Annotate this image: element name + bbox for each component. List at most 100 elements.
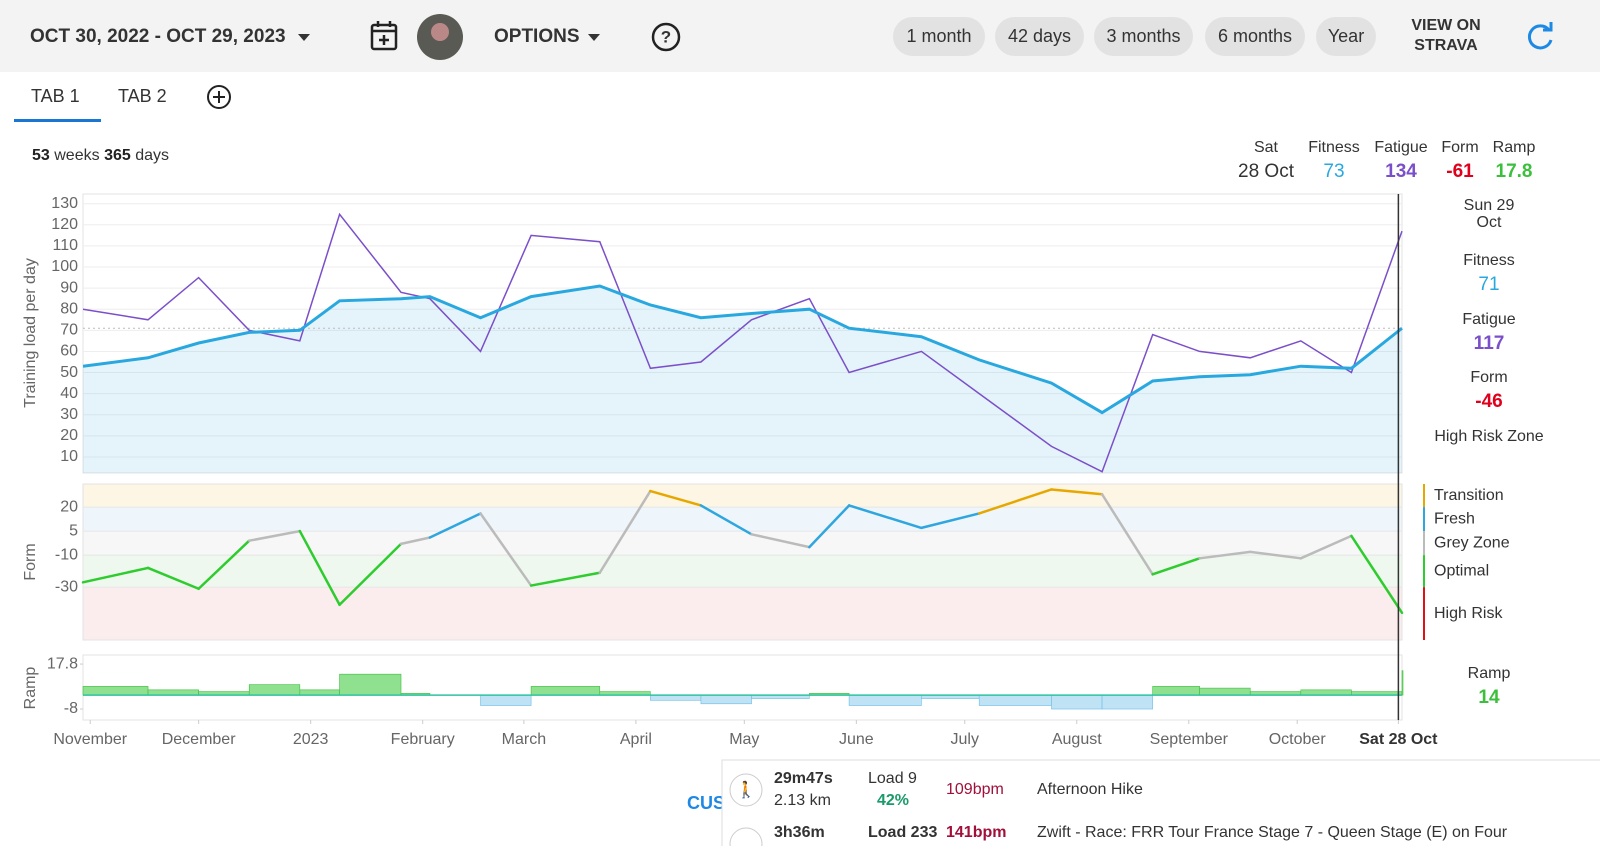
zone-legend-label[interactable]: Fresh <box>1434 510 1475 527</box>
ramp-bar <box>1101 694 1153 710</box>
form-segment <box>529 571 602 587</box>
preset-chip[interactable] <box>1316 17 1376 56</box>
ramp-bar <box>1152 686 1200 696</box>
preset-label[interactable]: 42 days <box>1008 26 1071 46</box>
y-tick-label: 110 <box>52 237 78 254</box>
y-tick-label: 100 <box>51 258 78 275</box>
fatigue-line <box>82 212 1403 473</box>
y-tick-label: 70 <box>60 322 78 339</box>
preset-label[interactable]: 6 months <box>1218 26 1292 46</box>
duration[interactable]: 29m47s <box>774 770 833 787</box>
form-segment <box>399 536 432 546</box>
refresh-arrow <box>1543 22 1553 32</box>
dropdown-arrow[interactable] <box>588 34 600 41</box>
x-tick-label: September <box>1150 731 1229 748</box>
ramp-bar <box>299 689 340 696</box>
fitness-area <box>83 286 1402 473</box>
side-label: Form <box>1470 369 1507 386</box>
ramp-bar <box>650 694 702 701</box>
help-icon[interactable] <box>651 22 681 52</box>
zone-band <box>83 484 1402 508</box>
weeks: 53 <box>32 147 50 164</box>
ramp-bar <box>530 686 601 696</box>
x-tick-label: July <box>951 731 979 748</box>
tab[interactable]: TAB 2 <box>118 86 167 106</box>
readout-fatigue: 134 <box>1385 161 1417 182</box>
y-tick-label: 10 <box>60 448 78 465</box>
view-on-strava[interactable]: STRAVA <box>1414 37 1478 54</box>
form-segment <box>920 512 981 530</box>
readout: Sat 28 Oct Fitness 73 Fatigue 134 Form -… <box>1238 139 1535 182</box>
x-tick-label: August <box>1052 731 1102 748</box>
form-segment <box>808 504 851 549</box>
weeks-label: weeks <box>53 147 99 164</box>
side-label: Fatigue <box>1462 311 1515 328</box>
ramp-bar <box>147 689 199 696</box>
tab[interactable]: TAB 1 <box>31 86 80 106</box>
form-segment <box>146 566 200 590</box>
side-label: Fitness <box>1463 252 1515 269</box>
readout-label: Ramp <box>1493 139 1536 156</box>
calendar-icon[interactable] <box>370 21 398 51</box>
avatar-face <box>431 23 449 41</box>
preset-label[interactable]: Year <box>1328 26 1364 46</box>
refresh-icon[interactable] <box>1527 24 1553 50</box>
preset-label[interactable]: 1 month <box>906 26 971 46</box>
y-tick-label: 5 <box>69 522 78 539</box>
form-segment <box>338 542 403 607</box>
side-fatigue: 117 <box>1474 333 1505 354</box>
y-tick-label: 40 <box>60 385 78 402</box>
zone-legend-label[interactable]: High Risk <box>1434 605 1503 622</box>
y-tick-label: -8 <box>64 700 78 717</box>
date-range[interactable]: OCT 30, 2022 - OCT 29, 2023 <box>30 26 286 47</box>
tab-underline <box>14 119 101 122</box>
fitness-line <box>82 284 1403 415</box>
readout-date: 28 Oct <box>1238 161 1295 182</box>
options-menu[interactable]: OPTIONS <box>494 26 580 47</box>
preset-chip[interactable] <box>995 17 1084 56</box>
view-on-strava[interactable]: VIEW ON <box>1411 17 1480 34</box>
side-fitness: 71 <box>1478 274 1499 295</box>
form-segment <box>298 529 341 607</box>
side-day: Sun 29 <box>1464 197 1515 214</box>
readout-label: Fitness <box>1308 139 1360 156</box>
y-tick-label: 30 <box>60 406 78 423</box>
y-tick-label: 17.8 <box>47 655 78 672</box>
preset-label[interactable]: 3 months <box>1106 26 1180 46</box>
x-tick-label: May <box>729 731 759 748</box>
y-tick-label: -30 <box>55 578 78 595</box>
add-tab[interactable] <box>207 85 231 109</box>
zone-legend-label[interactable]: Grey Zone <box>1434 534 1510 551</box>
form-segment <box>479 512 533 587</box>
preset-chip[interactable] <box>1094 17 1193 56</box>
zone-legend-label[interactable]: Optimal <box>1434 562 1489 579</box>
y-tick-label: 60 <box>60 343 78 360</box>
zone-legend-bar <box>1423 531 1425 556</box>
form-segment <box>598 489 652 574</box>
days: 365 <box>104 147 131 164</box>
x-tick-label: February <box>391 731 455 748</box>
preset-chip[interactable] <box>1205 17 1305 56</box>
x-tick-label: 2023 <box>293 731 329 748</box>
y-tick-label: 80 <box>60 300 78 317</box>
dropdown-arrow[interactable] <box>298 34 310 41</box>
y-tick-label: 130 <box>51 195 78 212</box>
activity-card: 🚶 29m47s 2.13 km Load 9 42% 109bpm After… <box>721 759 1600 861</box>
activity-name[interactable]: Zwift - Race: FRR Tour France Stage 7 - … <box>1037 824 1508 841</box>
x-tick-label: June <box>839 731 874 748</box>
activity-name[interactable]: Afternoon Hike <box>1037 781 1143 798</box>
ramp-bar <box>1199 687 1251 696</box>
preset-chip[interactable] <box>893 17 985 56</box>
readout-label: Form <box>1441 139 1478 156</box>
side-panel: Sun 29 Oct Fitness 71 Fatigue 117 Form -… <box>1434 197 1543 708</box>
zone-legend-label[interactable]: Transition <box>1434 487 1504 504</box>
form-segment <box>699 504 753 536</box>
y-tick-label: 20 <box>60 427 78 444</box>
help-glyph: ? <box>661 27 671 46</box>
duration[interactable]: 3h36m <box>774 824 825 841</box>
zone-band <box>83 587 1402 640</box>
y-axis-label: Training load per day <box>22 258 39 408</box>
load: Load 9 <box>868 770 917 787</box>
plot-frame <box>82 483 1403 641</box>
